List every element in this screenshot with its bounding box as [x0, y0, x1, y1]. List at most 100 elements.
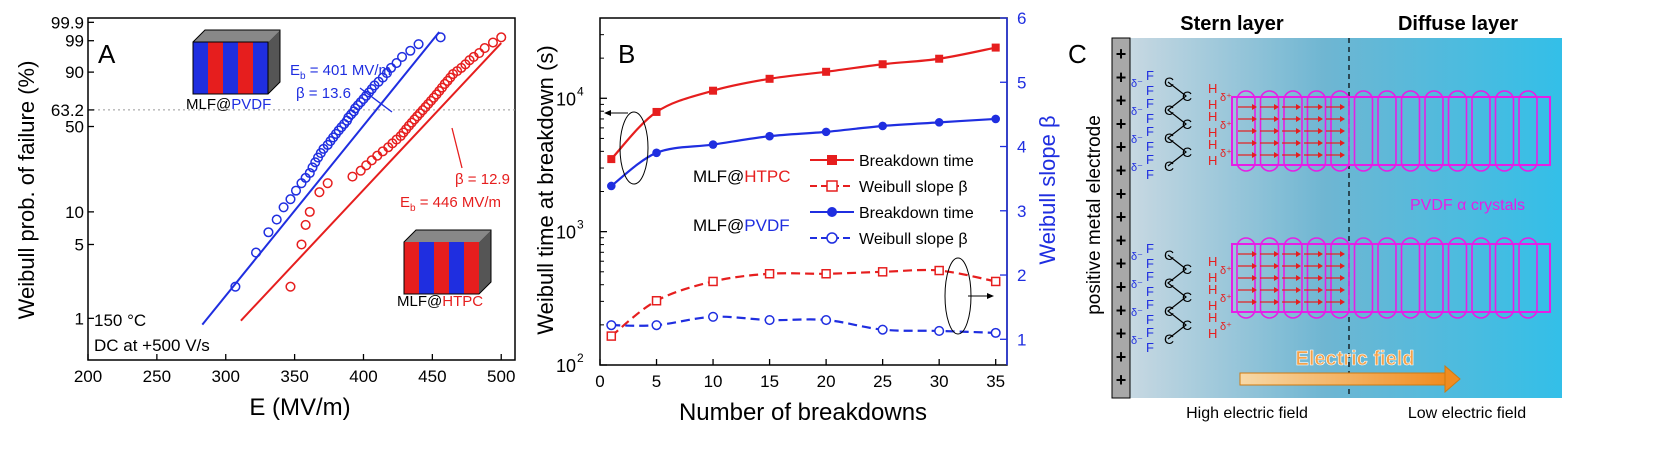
- data-point: [420, 102, 431, 113]
- dipole-arrowhead-icon: [1252, 140, 1257, 146]
- data-point: [278, 202, 289, 213]
- dipole-arrowhead-icon: [1274, 128, 1279, 134]
- left-arrowhead-icon: [604, 110, 611, 116]
- data-point: [606, 320, 617, 331]
- plus-charge: +: [1116, 230, 1127, 250]
- y-right-tick-label: 4: [1017, 138, 1026, 157]
- crystal-loop: [1518, 90, 1538, 172]
- fluorine-atom: F: [1146, 312, 1154, 327]
- crystal-loop: [1424, 90, 1444, 172]
- data-point: [821, 127, 831, 137]
- plus-charge: +: [1116, 277, 1127, 297]
- data-point: [366, 155, 377, 166]
- carbon-atom: C: [1164, 102, 1174, 118]
- carbon-atom: C: [1182, 317, 1192, 333]
- delta-minus: δ⁻: [1131, 279, 1143, 291]
- data-point: [409, 114, 420, 125]
- dipole-arrowhead-icon: [1252, 263, 1257, 269]
- data-point: [991, 114, 1000, 124]
- y-left-tick-exponent: 3: [577, 218, 584, 232]
- carbon-atom: C: [1164, 303, 1174, 319]
- hydrogen-atom: H: [1208, 270, 1217, 285]
- fluorine-atom: F: [1146, 297, 1154, 312]
- x-tick-label: 5: [652, 372, 661, 391]
- x-tick-label: 200: [74, 367, 102, 386]
- plus-charge: +: [1116, 207, 1127, 227]
- panel-a-label: A: [98, 39, 116, 69]
- delta-minus: δ⁻: [1131, 78, 1143, 90]
- x-tick-label: 300: [212, 367, 240, 386]
- delta-minus: δ⁻: [1131, 251, 1143, 263]
- plus-charge: +: [1116, 161, 1127, 181]
- data-point: [352, 100, 364, 111]
- dipole-arrowhead-icon: [1296, 104, 1301, 110]
- data-point: [414, 108, 426, 119]
- red-beta-label: β = 12.9: [455, 171, 510, 188]
- carbon-atom: C: [1164, 130, 1174, 146]
- carbon-atom: C: [1182, 261, 1192, 277]
- dipole-arrowhead-icon: [1340, 104, 1345, 110]
- data-point: [406, 117, 417, 128]
- fluorine-atom: F: [1146, 68, 1154, 83]
- data-point: [990, 327, 1001, 338]
- carbon-atom: C: [1164, 158, 1174, 174]
- legend-item-htpc-time: Breakdown time: [810, 153, 974, 170]
- dipole-arrowhead-icon: [1252, 287, 1257, 293]
- fluorine-atom: F: [1146, 269, 1154, 284]
- y-right-tick-label: 5: [1017, 73, 1026, 92]
- dipole-arrowhead-icon: [1318, 140, 1323, 146]
- panel-b-right-ticks: 1 2 3 4 5 6: [1000, 9, 1026, 349]
- x-tick-label: 500: [487, 367, 515, 386]
- data-point: [355, 97, 366, 108]
- data-point: [401, 124, 412, 135]
- legend-group-htpc: MLF@HTPC: [693, 167, 791, 186]
- plus-charge: +: [1116, 91, 1127, 111]
- data-point: [355, 165, 366, 176]
- dipole-arrowhead-icon: [1252, 152, 1257, 158]
- blue-eb-label: Eb = 401 MV/m: [290, 62, 391, 82]
- plus-charge: +: [1116, 370, 1127, 390]
- data-point: [412, 111, 423, 122]
- electrode-label: positive metal electrode: [1084, 115, 1105, 315]
- data-point: [765, 131, 774, 141]
- plus-charge: +: [1116, 137, 1127, 157]
- svg-text:Breakdown time: Breakdown time: [859, 153, 974, 170]
- panel-b-series: [606, 43, 1001, 341]
- crystal-loop: [1494, 237, 1515, 319]
- chain-backbone: [1167, 254, 1187, 340]
- data-point: [479, 43, 490, 54]
- panel-b-ylabel-left: Weibull time at breakdown (s): [533, 45, 558, 334]
- y-tick-label: 90: [65, 63, 84, 82]
- data-point: [878, 60, 887, 69]
- data-point: [285, 281, 296, 292]
- dipole-arrowhead-icon: [1318, 263, 1323, 269]
- data-point: [474, 48, 485, 59]
- dipole-arrowhead-icon: [1274, 263, 1279, 269]
- hydrogen-atom: H: [1208, 153, 1217, 168]
- delta-plus: δ⁺: [1220, 265, 1232, 277]
- dipole-arrowhead-icon: [1296, 152, 1301, 158]
- dipole-arrowhead-icon: [1274, 104, 1279, 110]
- legend-item-pvdf-slope: Weibull slope β: [810, 231, 968, 248]
- data-point: [934, 325, 945, 336]
- dipole-arrowhead-icon: [1252, 116, 1257, 122]
- mlf-pvdf-icon: [192, 29, 281, 95]
- data-point: [607, 155, 616, 164]
- y-tick-label: 63.2: [51, 101, 84, 120]
- panel-a-xlabel: E (MV/m): [249, 394, 350, 421]
- data-point: [285, 194, 296, 205]
- dipole-arrowhead-icon: [1296, 299, 1301, 305]
- series-line: [610, 46, 996, 160]
- data-point: [765, 74, 774, 83]
- data-point: [764, 269, 775, 279]
- sample-label-htpc: MLF@HTPC: [397, 293, 483, 310]
- crystal-loop: [1471, 90, 1491, 172]
- data-point: [708, 276, 718, 287]
- delta-minus: δ⁻: [1131, 106, 1143, 118]
- sample-label-pvdf: MLF@PVDF: [186, 96, 271, 113]
- dipole-arrowhead-icon: [1318, 152, 1323, 158]
- x-tick-label: 350: [280, 367, 308, 386]
